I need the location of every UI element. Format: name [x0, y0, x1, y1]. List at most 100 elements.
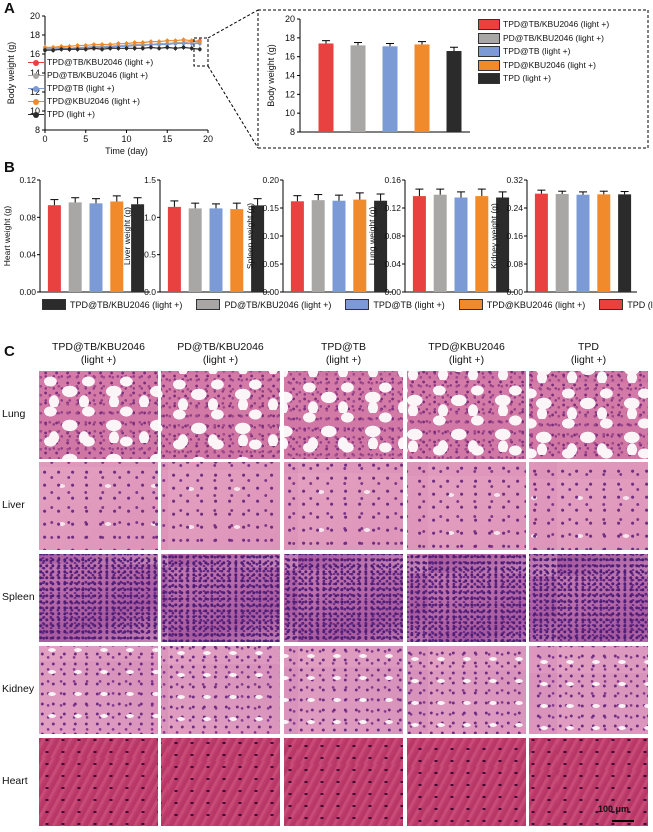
column-header-condition: (light +) [570, 354, 607, 366]
data-point [132, 40, 137, 45]
y-tick-label: 0.04 [384, 259, 401, 269]
y-tick-label: 0.04 [19, 250, 36, 260]
histology-image [407, 738, 526, 826]
legend-item: PD@TB/KBU2046 (light +) [196, 299, 331, 310]
y-tick-label: 0.08 [506, 259, 523, 269]
data-point [173, 46, 178, 51]
data-point [43, 48, 47, 52]
legend-marker [28, 97, 44, 106]
bar [446, 51, 462, 133]
data-point [181, 37, 186, 42]
x-tick-label: 20 [203, 134, 213, 144]
y-tick-label: 0.10 [262, 231, 279, 241]
bar [110, 201, 124, 292]
data-point [108, 46, 112, 51]
y-tick-label: 16 [285, 52, 295, 62]
column-header: TPD (light +) [529, 341, 649, 367]
legend-item: TPD (light +) [599, 299, 653, 310]
bar [350, 45, 366, 132]
histology-image [161, 462, 280, 550]
data-point [149, 39, 153, 44]
data-point [132, 46, 137, 51]
histology-image [39, 462, 158, 550]
column-header: TPD@TB (light +) [284, 341, 404, 367]
histology-image [284, 738, 403, 826]
data-point [124, 41, 129, 46]
histology-image [407, 646, 526, 734]
histology-image [529, 554, 648, 642]
data-point [157, 42, 161, 47]
histology-image [39, 646, 158, 734]
y-tick-label: 0.00 [262, 287, 279, 295]
y-tick-label: 18 [30, 30, 40, 40]
y-tick-label: 20 [285, 14, 295, 24]
column-header-condition: (light +) [448, 354, 485, 366]
bar [475, 196, 489, 292]
data-point [181, 41, 186, 46]
y-tick-label: 20 [30, 11, 40, 21]
data-point [83, 43, 88, 48]
y-tick-label: 0.16 [506, 231, 523, 241]
x-tick-label: 5 [83, 134, 88, 144]
column-header-group: TPD@KBU2046 [428, 341, 505, 353]
legend-marker [28, 110, 44, 119]
column-header-group: TPD@TB [320, 341, 367, 353]
data-point [132, 43, 137, 48]
organ-weight-charts: 0.00 0.04 0.08 0.12 Heart weight (g) 0.0 0.5 1.… [2, 175, 637, 295]
y-axis-label: Kidney weight (g) [489, 203, 499, 269]
legend-item: TPD@TB/KBU2046 (light +) [478, 18, 609, 32]
legend-item: TPD (light +) [28, 108, 153, 121]
bar [318, 43, 334, 132]
legend-swatch [478, 32, 500, 44]
zoom-line-top [207, 9, 259, 39]
legend-item: TPD@TB (light +) [28, 82, 153, 95]
y-tick-label: 0.15 [262, 203, 279, 213]
bar [47, 205, 61, 292]
y-tick-label: 16 [30, 49, 40, 59]
data-point [149, 42, 153, 47]
legend-swatch [478, 59, 500, 71]
column-header-condition: (light +) [325, 354, 362, 366]
y-tick-label: 0.00 [19, 287, 36, 295]
bar [311, 200, 325, 292]
y-tick-label: 0.05 [262, 259, 279, 269]
data-point [189, 46, 194, 51]
y-tick-label: 0.08 [19, 212, 36, 222]
data-point [83, 47, 88, 52]
bar [618, 194, 632, 292]
data-point [100, 47, 104, 52]
legend-swatch [478, 73, 500, 85]
data-point [51, 48, 55, 52]
data-point [173, 41, 178, 46]
legend-item: PD@TB/KBU2046 (light +) [478, 32, 609, 46]
y-tick-label: 18 [285, 33, 295, 43]
y-tick-label: 12 [285, 89, 295, 99]
zoom-box [257, 9, 649, 149]
data-point [165, 45, 170, 50]
y-tick-label: 0.00 [506, 287, 523, 295]
column-header: TPD@KBU2046 (light +) [407, 341, 527, 367]
row-label: Liver [2, 499, 25, 511]
legend-label: TPD@TB/KBU2046 (light +) [47, 57, 154, 67]
x-tick-label: 0 [42, 134, 47, 144]
data-point [43, 45, 47, 50]
data-point [198, 39, 202, 44]
legend-swatch [345, 299, 370, 310]
histology-image [529, 738, 648, 826]
data-point [92, 46, 96, 51]
y-tick-label: 0.32 [506, 175, 523, 185]
column-header-condition: (light +) [202, 354, 239, 366]
column-header-group: TPD [578, 341, 599, 353]
data-point [141, 43, 145, 48]
data-point [116, 41, 121, 46]
y-tick-label: 0.08 [384, 231, 401, 241]
y-tick-label: 0.24 [506, 203, 523, 213]
legend-label: PD@TB/KBU2046 (light +) [224, 299, 332, 310]
bar [131, 204, 145, 292]
histology-image [529, 646, 648, 734]
histology-image [407, 462, 526, 550]
bar [433, 194, 447, 292]
y-tick-label: 0.16 [384, 175, 401, 185]
legend-label: TPD@TB/KBU2046 (light +) [70, 299, 183, 310]
